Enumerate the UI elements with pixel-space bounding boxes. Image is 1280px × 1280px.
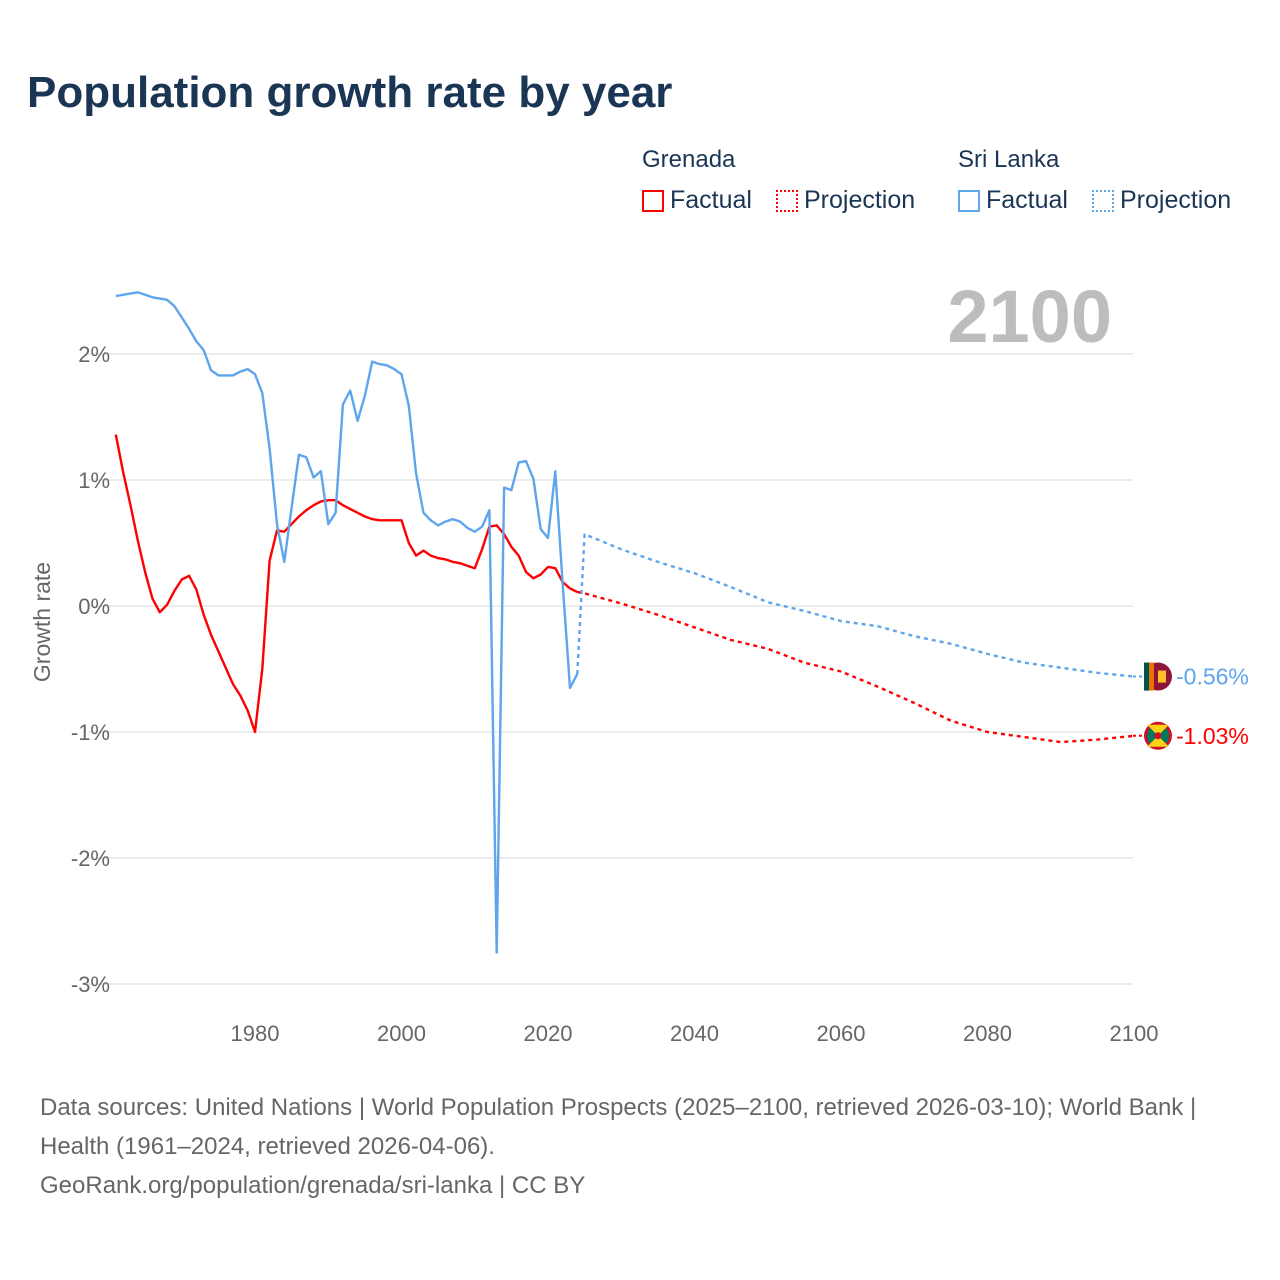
x-tick-label: 2040: [670, 1021, 719, 1046]
source-text: Data sources: United Nations | World Pop…: [40, 1094, 1197, 1160]
legend-swatch-dotted: [1092, 189, 1114, 212]
series-line-grenada-factual: [114, 434, 578, 734]
legend-sri-lanka-projection[interactable]: Projection: [1092, 186, 1231, 215]
legend-swatch-solid: [642, 189, 664, 212]
end-value-label: -1.03%: [1176, 723, 1249, 749]
y-tick-label: -2%: [71, 846, 110, 871]
y-tick-label: -1%: [71, 720, 110, 745]
y-tick-label: 2%: [78, 342, 110, 367]
legend-grenada-factual[interactable]: Factual: [642, 186, 752, 215]
legend-label: Projection: [1120, 186, 1232, 214]
chart-title: Population growth rate by year: [27, 68, 673, 117]
x-tick-label: 2020: [524, 1021, 573, 1046]
x-tick-label: 2060: [817, 1021, 866, 1046]
year-watermark: 2100: [947, 275, 1112, 358]
x-tick-label: 2100: [1110, 1021, 1159, 1046]
y-tick-label: 1%: [78, 468, 110, 493]
legend-swatch-dotted: [776, 189, 798, 212]
legend-grenada-projection[interactable]: Projection: [776, 186, 915, 215]
series-line-grenada-projection: [577, 590, 1135, 744]
legend-label: Factual: [670, 186, 752, 214]
y-tick-label: 0%: [78, 594, 110, 619]
flag-center: [1154, 732, 1162, 740]
legend-sri-lanka-factual[interactable]: Factual: [958, 186, 1068, 215]
source-link[interactable]: GeoRank.org/population/grenada/sri-lanka…: [40, 1172, 586, 1199]
flag-lion: [1158, 670, 1166, 683]
legend-label: Factual: [986, 186, 1068, 214]
legend-group-sri-lanka: Sri Lanka: [958, 146, 1060, 173]
legend-label: Projection: [804, 186, 916, 214]
y-axis-label: Growth rate: [29, 562, 55, 682]
x-tick-label: 2000: [377, 1021, 426, 1046]
y-tick-label: -3%: [71, 972, 110, 997]
series-line-sri-lanka-factual: [115, 291, 579, 954]
flag-stripe: [1144, 662, 1149, 691]
series-line-sri-lanka-projection: [576, 533, 1135, 678]
x-tick-label: 1980: [231, 1021, 280, 1046]
end-value-label: -0.56%: [1176, 664, 1249, 690]
end-marker-grenada: -1.03%: [1133, 721, 1249, 750]
x-tick-label: 2080: [963, 1021, 1012, 1046]
end-marker-sri-lanka: -0.56%: [1133, 662, 1249, 691]
legend-swatch-solid: [958, 189, 980, 212]
source-note: Data sources: United Nations | World Pop…: [40, 1088, 1240, 1205]
legend-group-grenada: Grenada: [642, 146, 736, 173]
